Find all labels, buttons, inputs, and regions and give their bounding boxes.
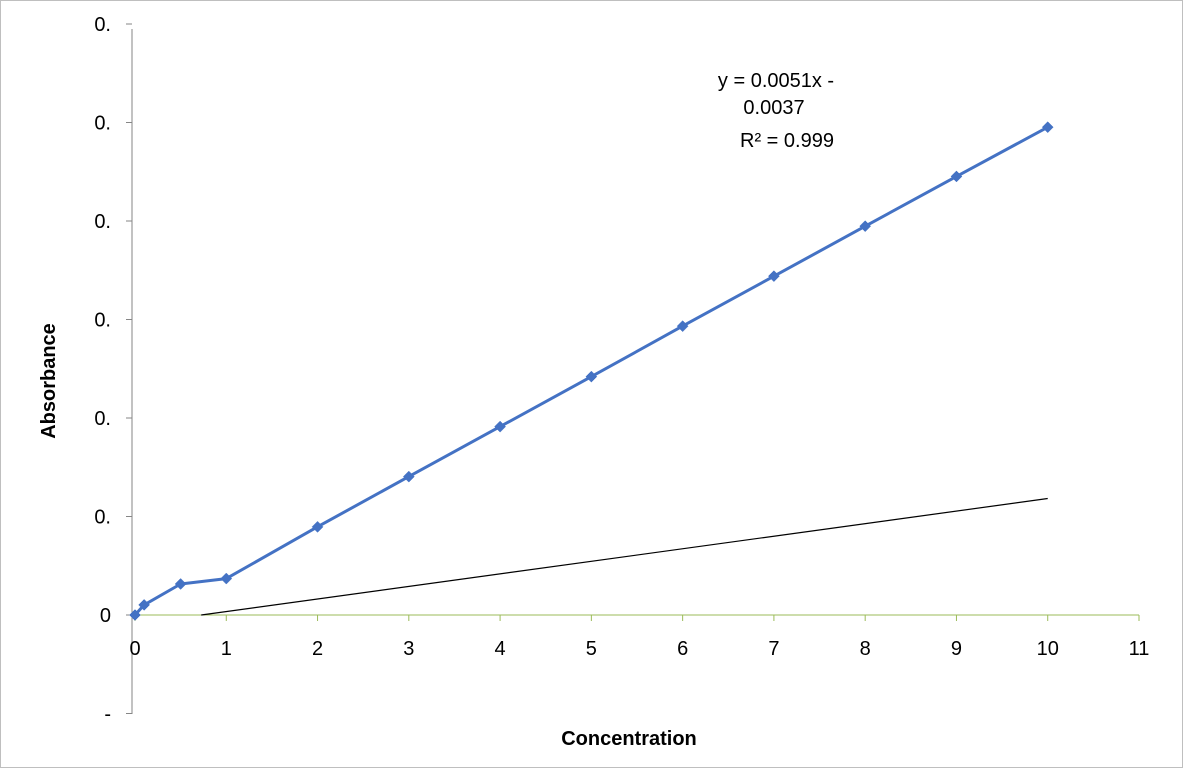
- data-point: [174, 578, 187, 590]
- x-tick-label: 0: [129, 638, 140, 660]
- y-tick-label: 0.: [94, 310, 111, 332]
- x-tick-label: 5: [586, 638, 597, 660]
- chart-labels: Absorbance Concentration y = 0.0051x - 0…: [38, 70, 834, 750]
- x-tick-label: 8: [860, 638, 871, 660]
- x-tick-label: 11: [1129, 638, 1150, 660]
- data-point: [494, 420, 506, 433]
- x-tick-label: 10: [1037, 638, 1059, 660]
- trendline-equation-line1: y = 0.0051x -: [718, 70, 834, 92]
- data-point: [585, 370, 598, 383]
- data-point: [1041, 121, 1054, 134]
- y-tick-label: 0: [100, 605, 111, 627]
- y-tick-label: 0.: [94, 507, 111, 529]
- y-tick-label: -: [104, 704, 111, 726]
- data-point: [129, 609, 141, 621]
- y-tick-label: 0.: [94, 408, 111, 430]
- y-tick-label: 0.: [94, 113, 111, 135]
- trendline-line: [201, 497, 1048, 616]
- data-point: [138, 599, 150, 611]
- x-tick-label: 7: [768, 638, 779, 660]
- trendline-r-squared: R² = 0.999: [740, 130, 834, 152]
- y-axis: - 0 0. 0. 0. 0. 0. 0.: [94, 14, 133, 726]
- data-point: [311, 520, 324, 533]
- data-point: [676, 320, 689, 333]
- data-series: [129, 121, 1054, 621]
- y-tick-label: 0.: [94, 14, 111, 36]
- data-point: [950, 170, 963, 183]
- trendline: [201, 497, 1048, 616]
- x-tick-label: 6: [677, 638, 688, 660]
- y-tick-label: 0.: [94, 211, 111, 233]
- x-tick-label: 9: [951, 638, 962, 660]
- data-point: [220, 572, 233, 585]
- y-axis-title: Absorbance: [38, 323, 60, 439]
- x-axis-title: Concentration: [561, 728, 697, 750]
- x-tick-label: 4: [495, 638, 506, 660]
- data-point: [859, 220, 872, 233]
- x-tick-label: 2: [312, 638, 323, 660]
- x-tick-label: 3: [403, 638, 414, 660]
- trendline-equation-line2: 0.0037: [743, 97, 804, 119]
- x-axis: 0 1 2 3 4 5 6 7 8 9 10 11: [129, 614, 1150, 660]
- data-point: [768, 270, 780, 283]
- x-tick-label: 1: [221, 638, 232, 660]
- data-point: [402, 470, 415, 483]
